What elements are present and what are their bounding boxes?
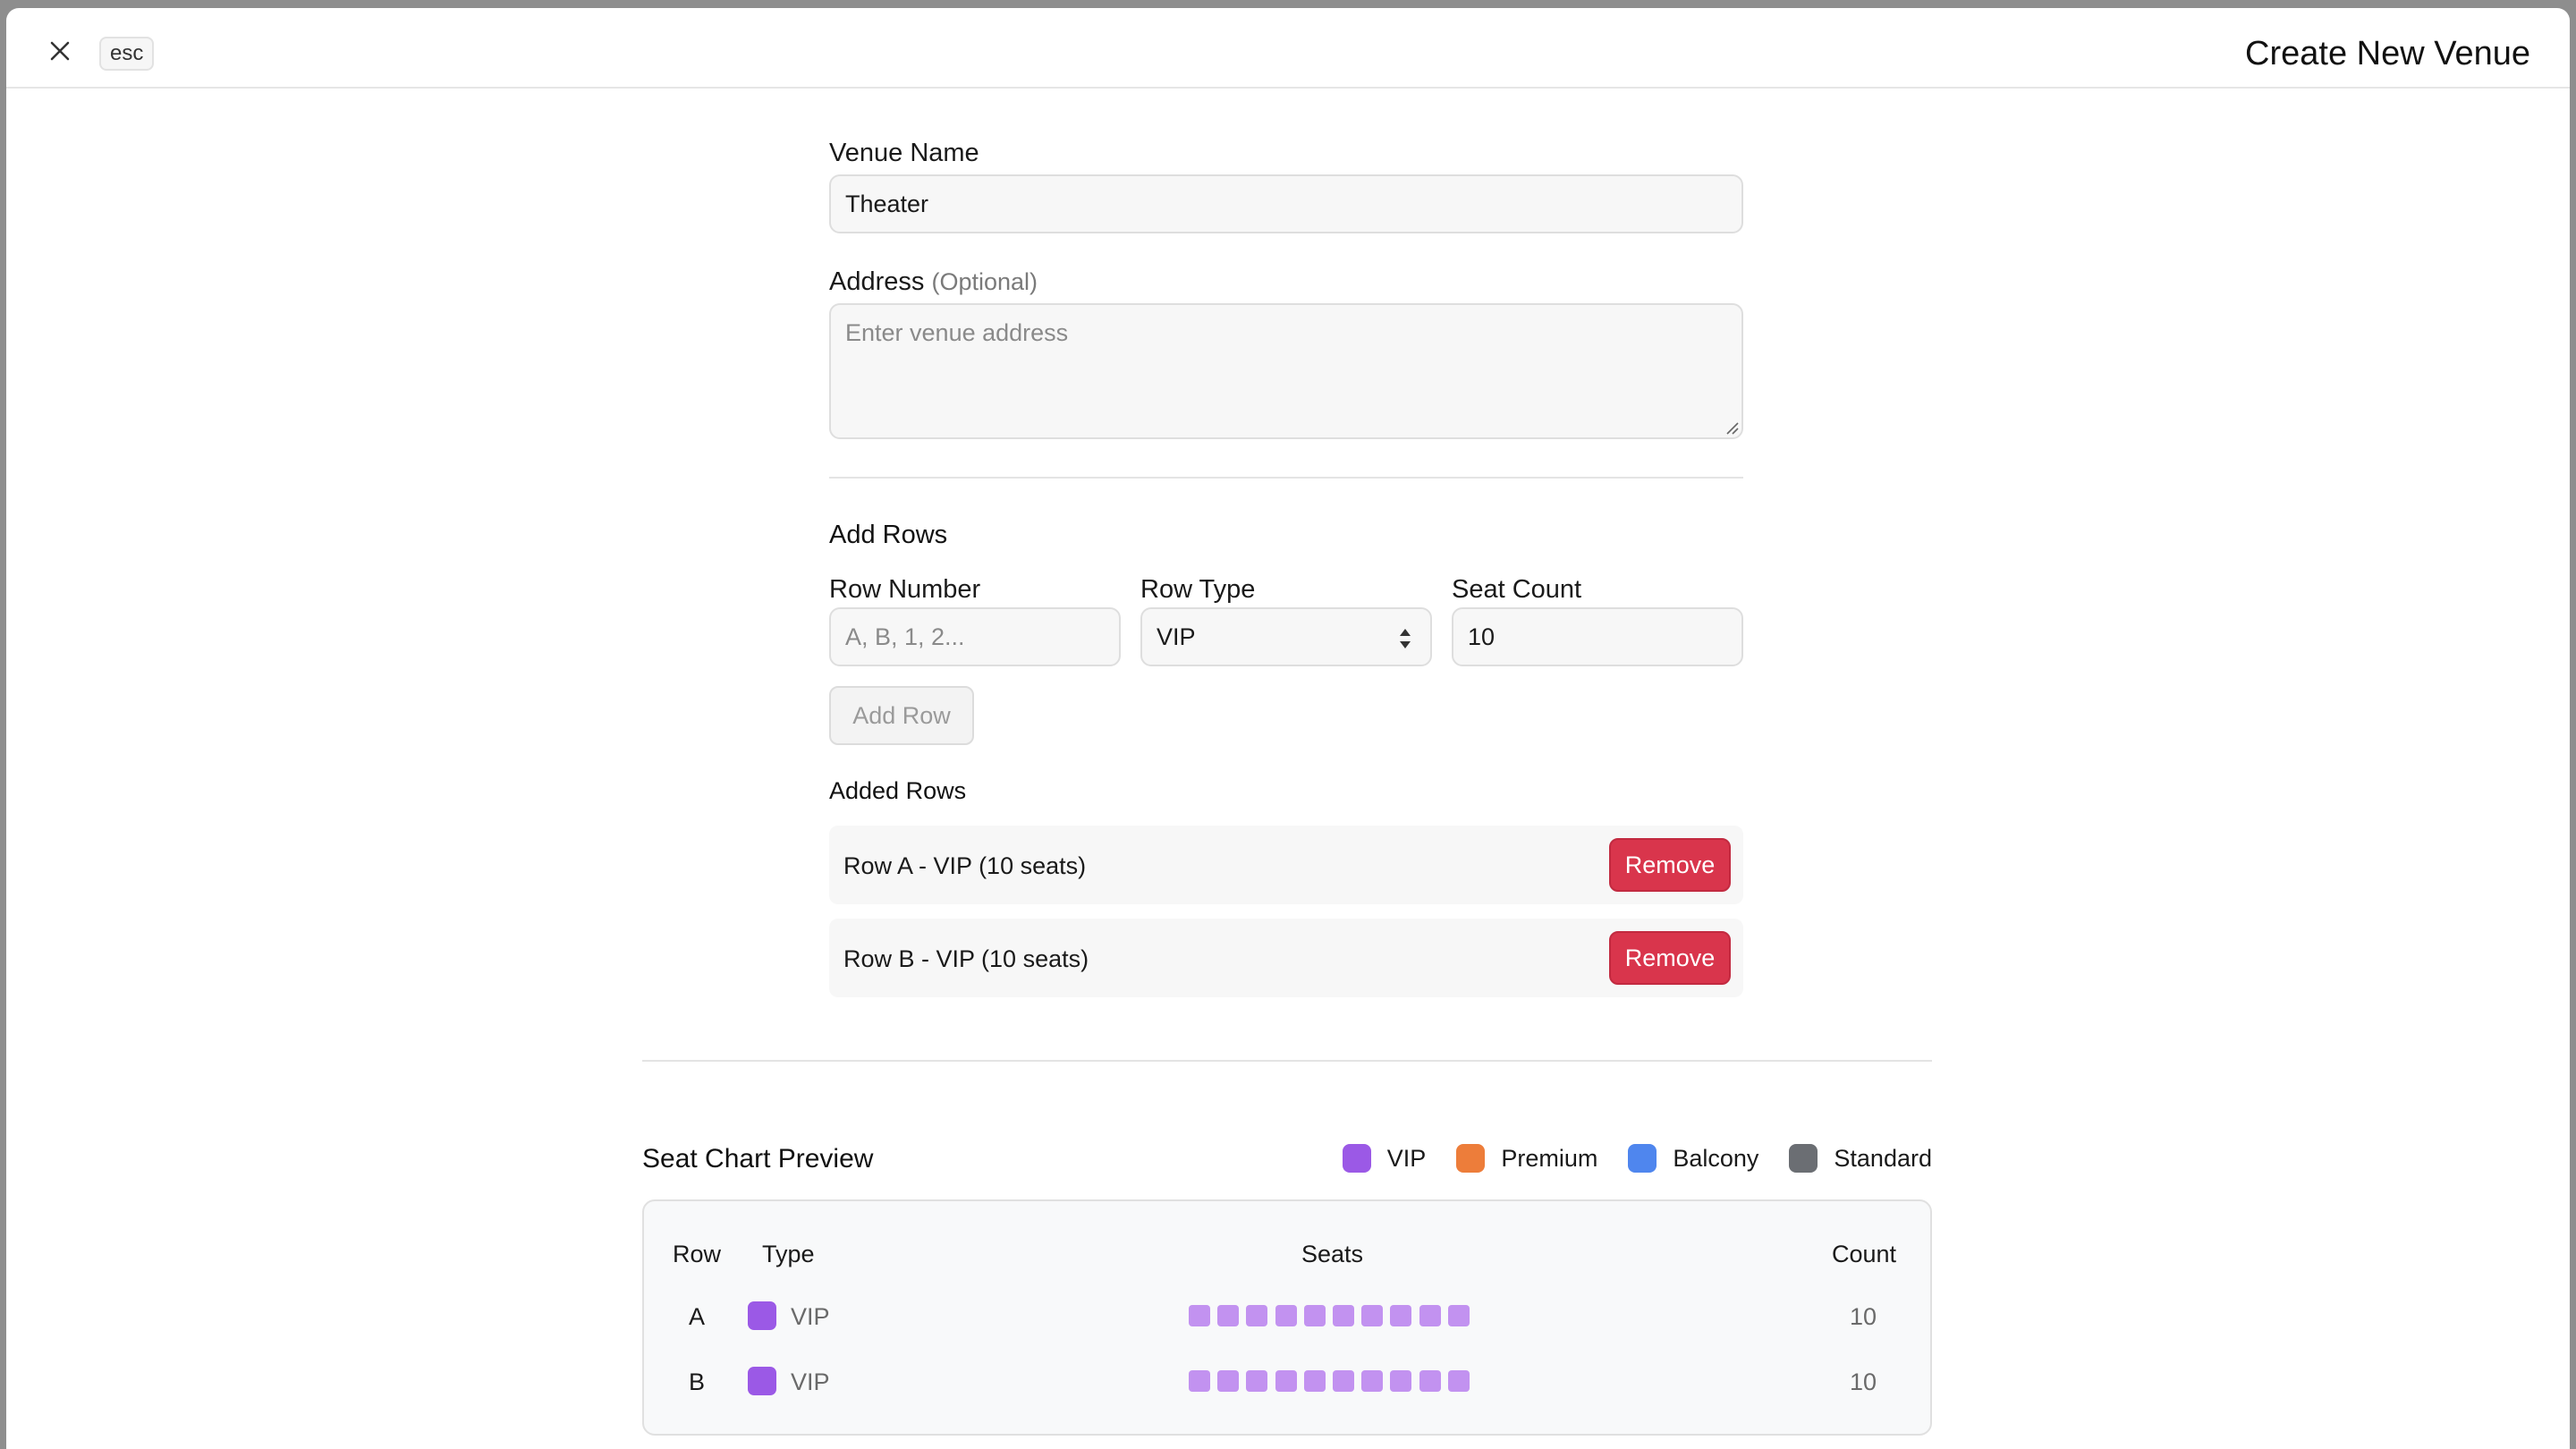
seat-cell	[1390, 1370, 1412, 1392]
legend-label: Balcony	[1673, 1144, 1759, 1172]
added-row-item: Row A - VIP (10 seats) Remove	[829, 826, 1743, 904]
add-row-button[interactable]: Add Row	[829, 686, 974, 745]
seat-cell	[1447, 1370, 1470, 1392]
row-type-label: Row Type	[1140, 575, 1256, 604]
remove-row-button[interactable]: Remove	[1609, 838, 1731, 892]
seat-cell	[1189, 1305, 1210, 1326]
address-label: Address (Optional)	[829, 267, 1038, 297]
seat-cell	[1217, 1305, 1240, 1326]
seat-count-label: Seat Count	[1452, 575, 1582, 604]
close-button[interactable]	[40, 31, 80, 71]
form-divider	[829, 477, 1743, 479]
select-arrows-icon	[1400, 629, 1411, 648]
row-type-value: VIP	[1157, 623, 1196, 650]
seat-cell	[1419, 1305, 1441, 1326]
seat-cell	[1275, 1370, 1297, 1392]
legend-label: Premium	[1501, 1144, 1598, 1172]
seat-cell	[1246, 1370, 1268, 1392]
column-header-seats: Seats	[1301, 1241, 1364, 1267]
seat-count-input[interactable]	[1452, 607, 1743, 666]
chart-row-count: 10	[1850, 1303, 1877, 1330]
seat-cell	[1361, 1370, 1384, 1392]
legend-swatch	[1628, 1144, 1657, 1173]
legend-swatch	[1456, 1144, 1486, 1173]
address-label-text: Address	[829, 267, 925, 296]
resize-grip-icon[interactable]	[1724, 419, 1740, 436]
seat-type-legend: VIP Premium Balcony Standard	[1342, 1144, 1932, 1173]
chart-row-count: 10	[1850, 1368, 1877, 1395]
close-icon	[50, 41, 70, 61]
modal-header: esc Create New Venue	[6, 8, 2570, 89]
esc-shortcut-badge: esc	[99, 37, 155, 71]
venue-name-label: Venue Name	[829, 139, 979, 167]
chart-row-label: B	[689, 1368, 706, 1395]
legend-item-standard: Standard	[1789, 1144, 1932, 1173]
modal-title: Create New Venue	[2245, 35, 2530, 72]
chart-row-type-swatch	[748, 1367, 776, 1395]
remove-row-button[interactable]: Remove	[1609, 931, 1731, 985]
seat-chart-preview-title: Seat Chart Preview	[642, 1144, 874, 1174]
legend-label: VIP	[1386, 1144, 1427, 1172]
seat-cell	[1246, 1305, 1268, 1326]
legend-swatch	[1342, 1144, 1371, 1173]
address-optional-hint: (Optional)	[931, 268, 1038, 295]
section-divider	[642, 1060, 1932, 1062]
column-header-count: Count	[1832, 1241, 1897, 1267]
seat-cell	[1419, 1370, 1441, 1392]
seat-cell	[1333, 1305, 1354, 1326]
seat-cell	[1303, 1370, 1326, 1392]
venue-name-input[interactable]	[829, 174, 1743, 233]
column-header-row: Row	[673, 1241, 722, 1267]
added-rows-title: Added Rows	[829, 777, 967, 804]
row-type-select[interactable]: VIP	[1140, 607, 1432, 666]
seat-cell	[1303, 1305, 1326, 1326]
chart-row-label: A	[689, 1303, 706, 1330]
seat-chart-table: Row Type Seats Count A VIP 10 B VIP 10	[642, 1199, 1932, 1436]
seat-cell	[1189, 1370, 1210, 1392]
chart-row-type-swatch	[748, 1301, 776, 1330]
address-textarea[interactable]	[829, 303, 1743, 439]
legend-item-premium: Premium	[1456, 1144, 1597, 1173]
seat-cell	[1390, 1305, 1412, 1326]
seat-cell	[1361, 1305, 1384, 1326]
seat-cell	[1275, 1305, 1297, 1326]
row-number-input[interactable]	[829, 607, 1121, 666]
create-venue-modal: esc Create New Venue Venue Name Address …	[6, 8, 2570, 1449]
row-number-label: Row Number	[829, 575, 981, 604]
seat-cell	[1217, 1370, 1240, 1392]
add-rows-title: Add Rows	[829, 521, 948, 549]
added-row-item: Row B - VIP (10 seats) Remove	[829, 919, 1743, 997]
legend-label: Standard	[1834, 1144, 1932, 1172]
chart-row-type: VIP	[791, 1303, 830, 1330]
added-row-text: Row B - VIP (10 seats)	[843, 945, 1089, 972]
column-header-type: Type	[762, 1241, 815, 1267]
legend-item-balcony: Balcony	[1628, 1144, 1758, 1173]
added-row-text: Row A - VIP (10 seats)	[843, 852, 1087, 879]
seat-cell	[1333, 1370, 1354, 1392]
chart-row-type: VIP	[791, 1368, 830, 1395]
legend-swatch	[1789, 1144, 1818, 1173]
seat-cell	[1447, 1305, 1470, 1326]
legend-item-vip: VIP	[1342, 1144, 1427, 1173]
